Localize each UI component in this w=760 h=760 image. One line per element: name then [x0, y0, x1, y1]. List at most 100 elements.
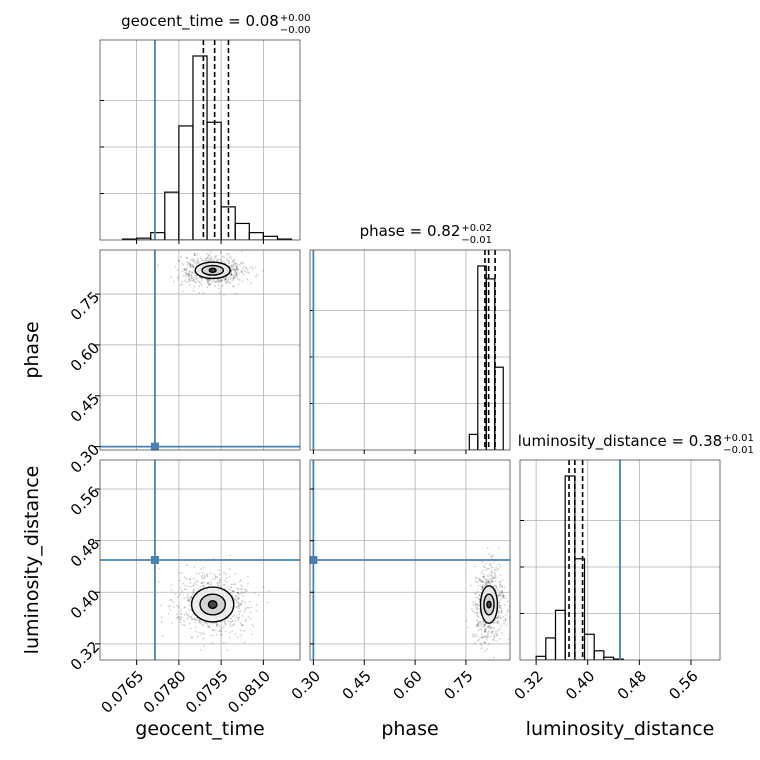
sample-point	[233, 614, 236, 617]
sample-point	[175, 617, 178, 620]
sample-point	[177, 276, 180, 279]
sample-point	[489, 562, 492, 565]
sample-point	[183, 588, 186, 591]
sample-point	[248, 271, 250, 274]
sample-point	[234, 268, 237, 271]
sample-point	[491, 631, 493, 634]
sample-point	[188, 263, 191, 266]
sample-point	[481, 637, 484, 640]
sample-point	[183, 268, 186, 271]
sample-point	[218, 287, 220, 290]
sample-point	[244, 607, 247, 610]
sample-point	[503, 586, 506, 589]
sample-point	[237, 605, 240, 607]
sample-point	[496, 617, 499, 620]
sample-point	[188, 278, 191, 281]
sample-point	[216, 278, 219, 281]
sample-point	[243, 608, 246, 611]
sample-point	[225, 278, 227, 281]
sample-point	[506, 609, 509, 611]
sample-point	[479, 578, 482, 581]
sample-point	[470, 607, 473, 610]
sample-point	[504, 619, 507, 622]
sample-point	[247, 583, 249, 585]
sample-point	[217, 259, 219, 262]
sample-point	[477, 623, 480, 626]
sample-point	[241, 615, 244, 617]
sample-point	[477, 604, 479, 607]
sample-point	[480, 628, 483, 631]
sample-point	[182, 290, 184, 293]
sample-point	[193, 618, 195, 620]
sample-point	[255, 275, 257, 278]
sample-point	[192, 278, 195, 281]
sample-point	[237, 610, 240, 613]
sample-point	[478, 620, 481, 623]
sample-point	[244, 270, 247, 273]
sample-point	[243, 630, 246, 633]
sample-point	[482, 623, 485, 626]
sample-point	[188, 578, 191, 581]
sample-point	[188, 270, 191, 273]
sample-point	[220, 630, 223, 633]
sample-point	[206, 625, 209, 628]
sample-point	[483, 631, 486, 633]
sample-point	[243, 591, 245, 594]
sample-point	[492, 626, 495, 629]
sample-point	[181, 572, 183, 575]
sample-point	[492, 630, 495, 633]
sample-point	[183, 268, 185, 271]
sample-point	[200, 277, 203, 280]
sample-point	[219, 279, 222, 282]
sample-point	[477, 623, 479, 626]
hist-bar	[612, 658, 624, 660]
panel-border	[519, 459, 721, 661]
sample-point	[190, 275, 193, 278]
sample-point	[237, 619, 240, 621]
density	[157, 250, 264, 296]
sample-point	[210, 583, 213, 585]
sample-point	[487, 633, 489, 636]
sample-point	[483, 642, 486, 644]
sample-point	[475, 633, 478, 636]
sample-point	[157, 264, 159, 267]
sample-point	[187, 274, 190, 277]
sample-point	[179, 586, 182, 589]
sample-point	[267, 590, 270, 593]
sample-point	[477, 623, 480, 625]
sample-point	[229, 554, 232, 557]
sample-point	[235, 273, 238, 276]
sample-point	[190, 259, 192, 261]
sample-point	[216, 582, 219, 585]
sample-point	[504, 614, 507, 617]
sample-point	[479, 580, 482, 583]
sample-point	[220, 633, 223, 636]
sample-point	[190, 265, 193, 267]
sample-point	[228, 621, 231, 623]
sample-point	[478, 638, 481, 641]
sample-point	[221, 284, 224, 287]
sample-point	[193, 252, 196, 255]
sample-point	[199, 257, 202, 259]
sample-point	[227, 253, 230, 256]
sample-point	[226, 280, 229, 283]
y-tick-label: 0.40	[67, 586, 103, 622]
sample-point	[206, 583, 208, 585]
sample-point	[200, 581, 203, 584]
sample-point	[170, 583, 173, 586]
sample-point	[223, 626, 225, 629]
sample-point	[490, 571, 493, 573]
sample-point	[210, 634, 212, 637]
sample-point	[485, 578, 488, 581]
sample-point	[203, 575, 206, 578]
sample-point	[161, 635, 164, 637]
sample-point	[183, 576, 186, 579]
sample-point	[481, 586, 484, 589]
sample-point	[474, 592, 477, 595]
sample-point	[485, 626, 488, 629]
sample-point	[187, 596, 190, 599]
sample-point	[185, 611, 187, 614]
sample-point	[157, 581, 160, 583]
sample-point	[190, 264, 192, 267]
sample-point	[483, 576, 486, 579]
